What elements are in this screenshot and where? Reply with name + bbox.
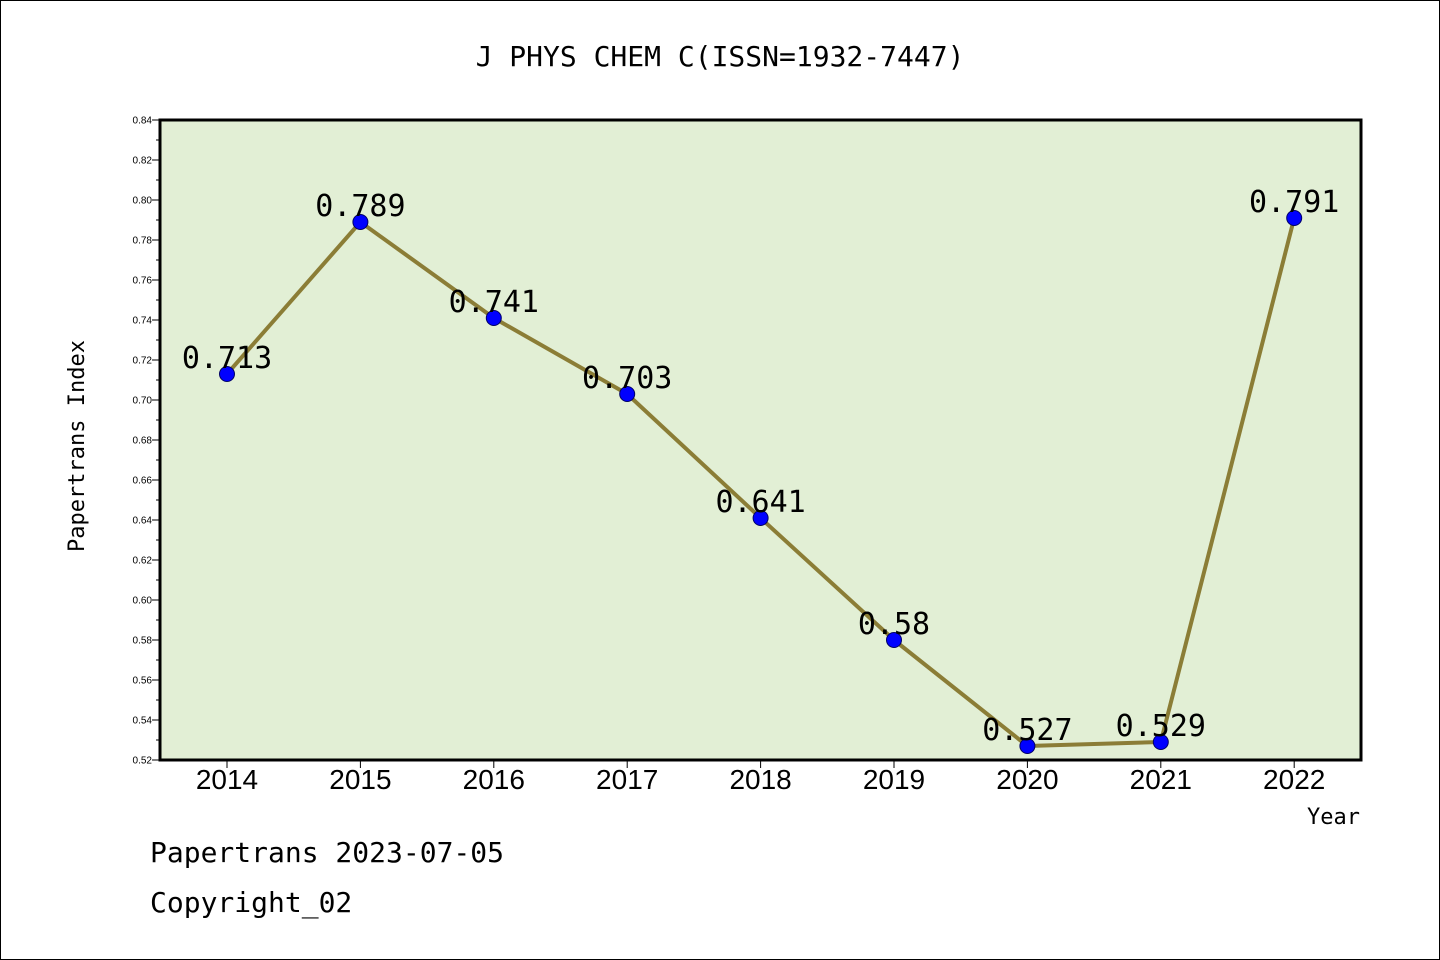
y-tick-label: 0.82 [133,156,153,167]
y-tick-label: 0.60 [133,596,153,607]
data-point [1019,738,1036,754]
data-point [752,510,769,526]
x-tick-label: 2015 [329,764,391,795]
y-tick-label: 0.66 [133,476,153,487]
y-tick-label: 0.54 [133,716,153,727]
y-tick-label: 0.78 [133,236,153,247]
y-tick-label: 0.64 [133,516,153,527]
data-label: 0.741 [449,285,539,320]
y-axis: 0.52 0.54 0.56 0.58 0.60 0.62 0.64 0.66 0.68 0.70… [133,116,160,767]
data-label: 0.527 [982,713,1072,748]
plot-border [158,118,1363,762]
y-tick-label: 0.56 [133,676,153,687]
data-label: 0.641 [715,485,805,520]
data-label: 0.529 [1116,709,1206,744]
footer-source-date: Papertrans 2023-07-05 [150,836,505,869]
x-axis-label: Year [1307,805,1360,830]
x-tick-label: 2017 [596,764,658,795]
y-tick-label: 0.58 [133,636,153,647]
footer-copyright: Copyright_02 [150,886,353,919]
data-label: 0.58 [858,607,930,642]
x-tick-label: 2021 [1130,764,1192,795]
data-label: 0.713 [182,341,272,376]
data-label: 0.703 [582,361,672,396]
data-point [886,632,902,648]
data-label: 0.789 [315,189,405,224]
y-tick-label: 0.76 [133,276,153,287]
y-tick-label: 0.62 [133,556,153,567]
x-tick-label: 2014 [196,764,258,795]
y-tick-label: 0.52 [133,756,153,767]
data-point [1286,210,1303,226]
data-point [352,214,369,230]
y-tick-label: 0.84 [133,116,153,127]
data-point [485,310,502,326]
data-labels: 0.713 0.789 0.741 0.703 0.641 0.58 0.527 0.529 0… [182,185,1340,748]
y-axis-label: Papertrans Index [65,340,90,552]
x-tick-label: 2022 [1263,764,1325,795]
x-tick-label: 2016 [463,764,525,795]
x-tick-label: 2018 [729,764,791,795]
series-papertrans-index [219,210,1303,754]
data-label: 0.791 [1249,185,1339,220]
y-tick-label: 0.72 [133,356,153,367]
y-tick-label: 0.70 [133,396,153,407]
data-point [1152,734,1169,750]
y-tick-label: 0.74 [133,316,153,327]
data-point [219,366,235,382]
x-tick-label: 2019 [863,764,925,795]
y-tick-label: 0.68 [133,436,153,447]
y-tick-label: 0.80 [133,196,153,207]
x-axis: 2014 2015 2016 2017 2018 2019 2020 2021 2022 [196,760,1325,795]
x-tick-label: 2020 [996,764,1058,795]
chart-title: J PHYS CHEM C(ISSN=1932-7447) [476,40,965,73]
data-point [619,386,636,402]
